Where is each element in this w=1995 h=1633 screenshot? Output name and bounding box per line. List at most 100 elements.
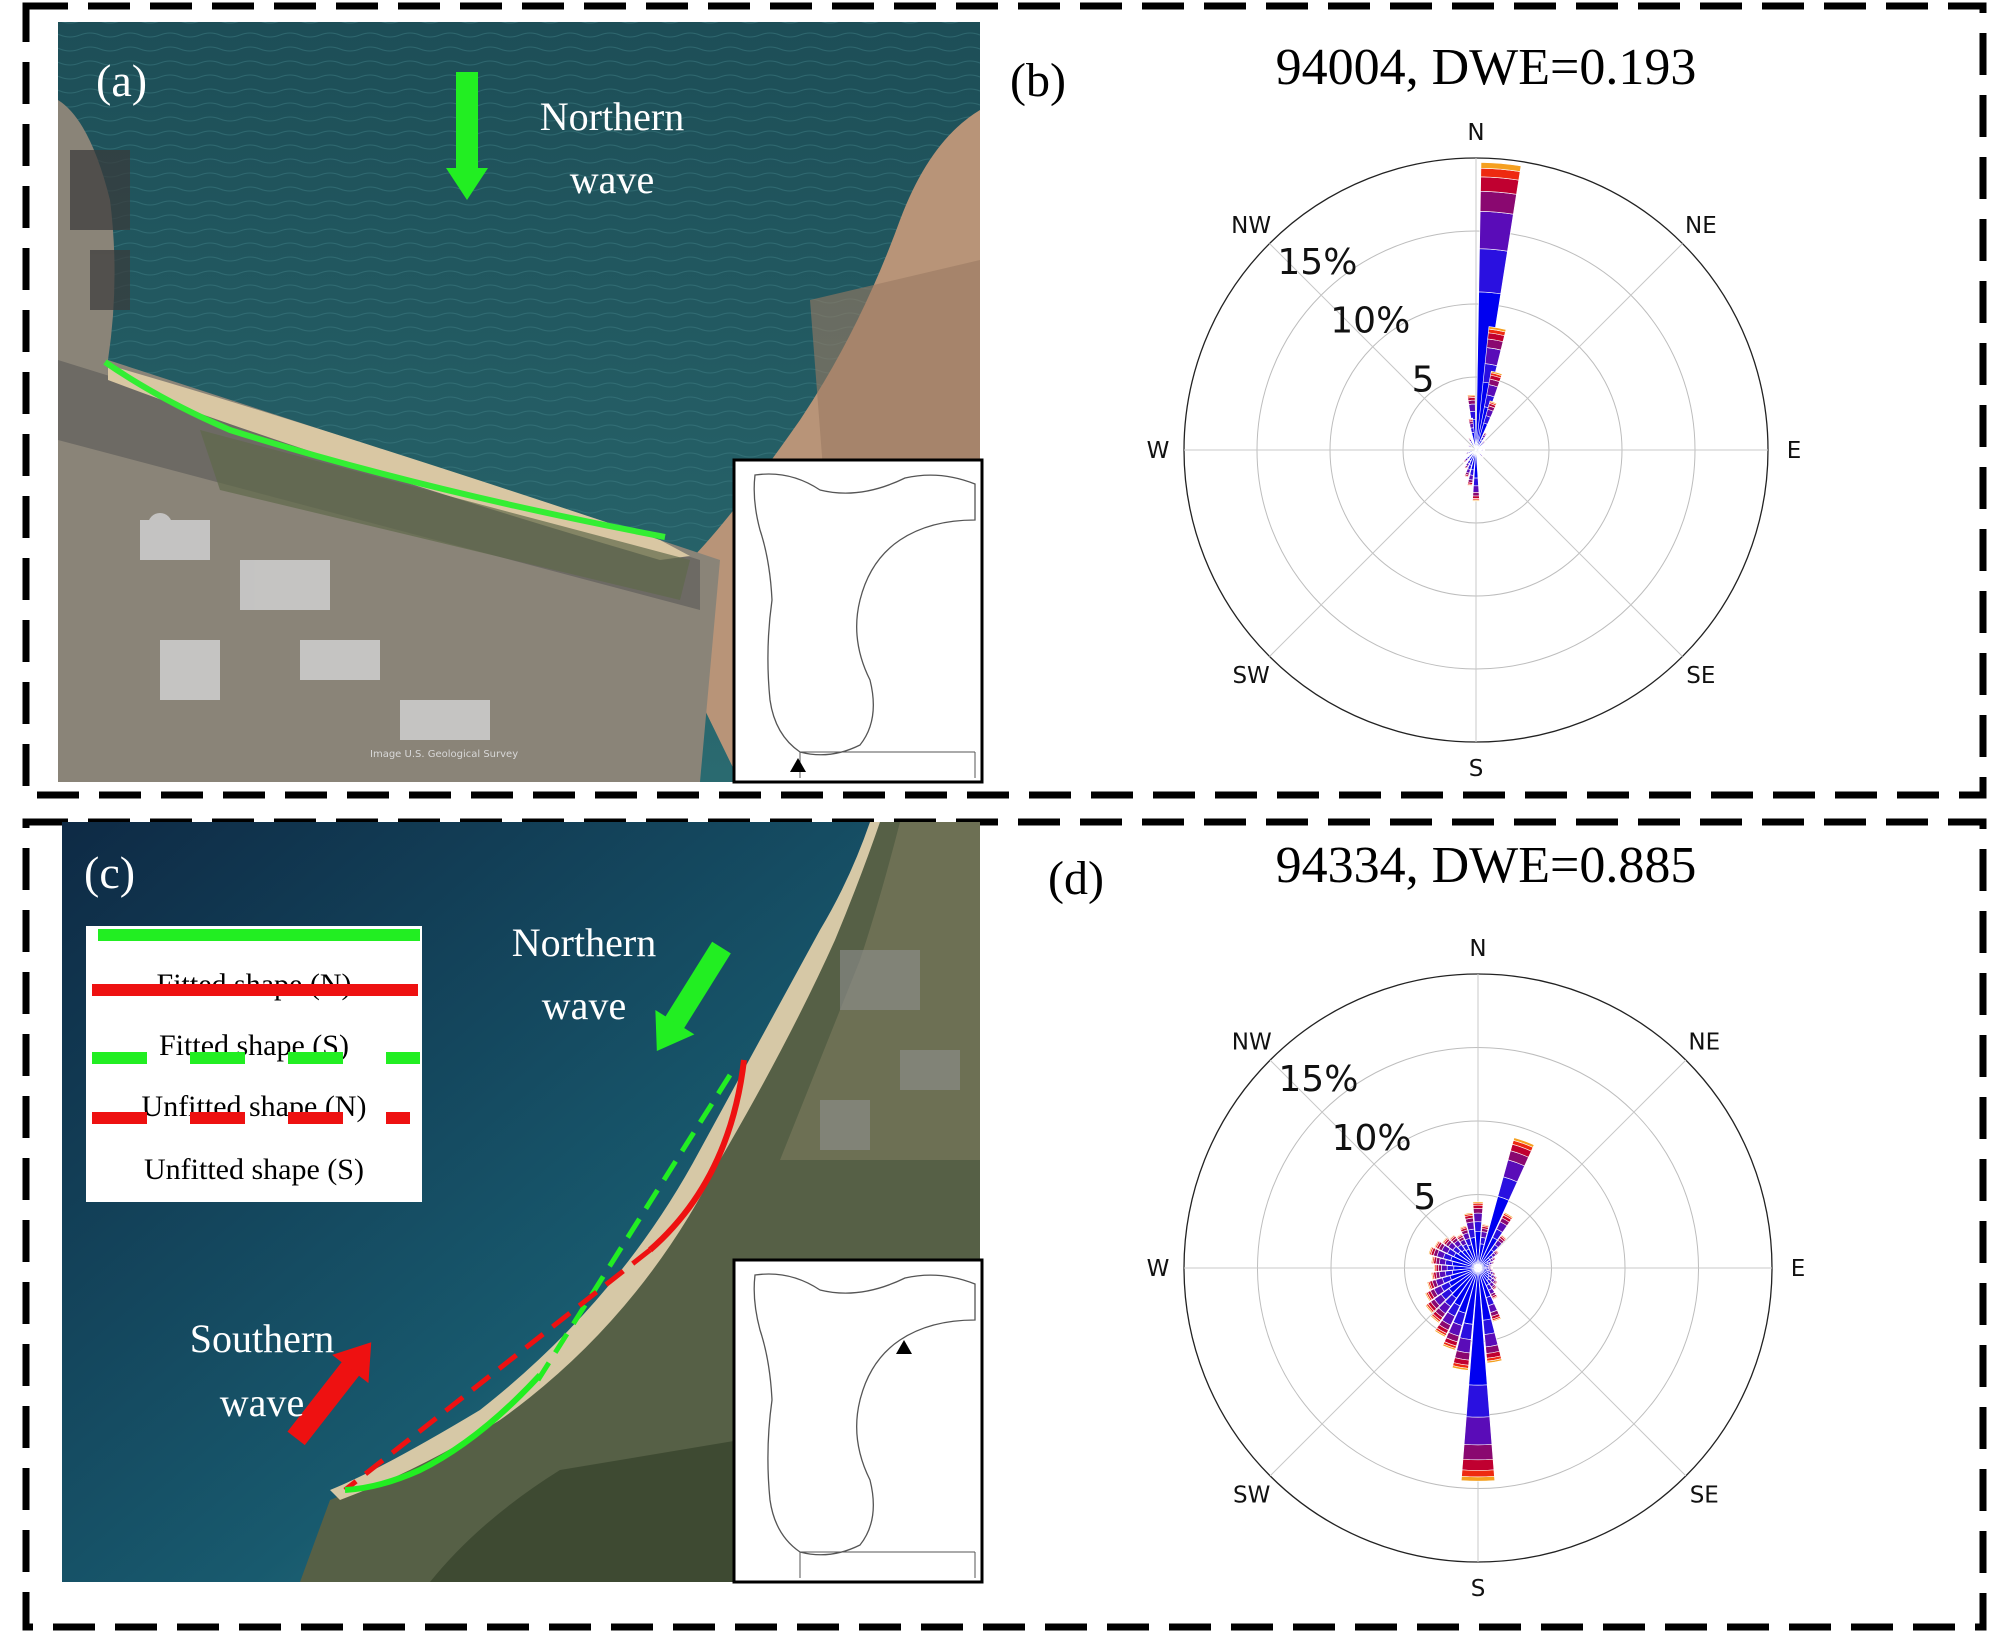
rose-bar-segment: [1455, 1233, 1463, 1238]
rose-bar: [1433, 1240, 1479, 1269]
fitted-shape-n-line: [344, 1372, 543, 1493]
rose-bar-segment: [1464, 452, 1466, 456]
rose-bar-segment: [1462, 1444, 1494, 1461]
rose-bar: [1477, 1211, 1514, 1269]
rose-bar-segment: [1473, 477, 1479, 487]
rose-bar: [1441, 1236, 1479, 1269]
rose-bar: [1467, 436, 1477, 451]
rose-radial-tick: 15%: [1278, 1059, 1358, 1100]
rose-bar-segment: [1433, 1264, 1436, 1272]
rose-spoke: [1475, 243, 1683, 451]
rose-bar-segment: [1479, 211, 1514, 252]
rose-compass-label: SE: [1690, 1482, 1719, 1508]
image-credit: Image U.S. Geological Survey: [370, 749, 518, 760]
rose-spoke: [1269, 243, 1477, 451]
panel-label-d: (d): [1048, 852, 1104, 905]
rose-bar-segment: [1472, 1204, 1484, 1209]
rose-bar-segment: [1428, 1246, 1433, 1255]
rose-bar-segment: [1424, 1304, 1434, 1314]
southern-wave-arrow-c: [287, 1342, 372, 1446]
rose-bar-segment: [1461, 1458, 1495, 1471]
panel-label-a: (a): [96, 55, 147, 106]
rose-bar: [1424, 1267, 1479, 1314]
rose-bar: [1442, 1267, 1479, 1351]
rose-bar: [1433, 1264, 1479, 1272]
rose-bar-segment: [1424, 1292, 1431, 1302]
rose-bar: [1426, 1267, 1479, 1291]
rose-bar: [1477, 1267, 1499, 1301]
rose-spoke: [1475, 449, 1683, 657]
rose-bar-segment: [1451, 1365, 1469, 1371]
unfitted-shape-s-line: [343, 1248, 652, 1492]
rose-bar: [1475, 431, 1488, 451]
rose-bar-segment: [1496, 1249, 1500, 1254]
rose-compass-label: S: [1471, 1576, 1486, 1602]
rose-bar-segment: [1478, 248, 1508, 295]
rose-bar-segment: [1482, 456, 1485, 459]
rose-bar: [1430, 1267, 1479, 1281]
rose-bar-segment: [1465, 1384, 1491, 1418]
rose-bar-segment: [1484, 347, 1502, 367]
rose-bar: [1475, 439, 1487, 451]
rose-compass-label: E: [1787, 438, 1802, 464]
rose-compass-label: N: [1469, 936, 1486, 962]
rose-bar-segment: [1495, 1276, 1499, 1281]
rose-bar-segment: [1479, 190, 1517, 215]
rose-bar-segment: [1503, 1211, 1514, 1219]
rose-bar: [1477, 1260, 1496, 1269]
rose-bar-segment: [1472, 491, 1480, 497]
rose-bar-segment: [1470, 427, 1475, 434]
rose-bar: [1475, 449, 1485, 459]
rose-bar-segment: [1475, 449, 1481, 455]
rose-compass-label: S: [1469, 756, 1484, 782]
rose-bar-segment: [1467, 436, 1471, 439]
panel-cd-border: [22, 818, 1987, 1631]
rose-bar-segment: [1474, 1221, 1482, 1233]
northern-wave-label-a: Northern: [540, 94, 684, 139]
legend: Fitted shape (N) Fitted shape (S) Unfitt…: [86, 926, 422, 1202]
rose-bar: [1424, 1267, 1479, 1302]
rose-compass-label: W: [1147, 1256, 1170, 1282]
rose-bar-segment: [1438, 1264, 1442, 1272]
southern-wave-label-c: Southern: [190, 1316, 334, 1361]
rose-spoke: [1477, 1059, 1687, 1269]
rose-bar: [1463, 449, 1477, 471]
rose-spoke: [1269, 1059, 1479, 1269]
southern-wave-label-c-line2: wave: [220, 1380, 304, 1425]
panel-label-c: (c): [84, 847, 135, 898]
rose-bar-segment: [1493, 1287, 1499, 1292]
rose-bar-segment: [1472, 495, 1480, 499]
rose-bar: [1477, 1137, 1535, 1269]
rose-bar-segment: [1466, 484, 1473, 487]
rose-bar: [1472, 1201, 1484, 1269]
rose-bar-segment: [1501, 1234, 1508, 1240]
rose-radial-tick: 10%: [1332, 1118, 1412, 1159]
rose-compass-label: NE: [1685, 213, 1717, 239]
unfitted-shape-n-line: [535, 1073, 733, 1382]
rose-bar: [1455, 1233, 1479, 1269]
rose-bar-segment: [1484, 431, 1488, 434]
rose-radial-tick: 5: [1412, 359, 1435, 400]
rose-bar-segment: [1462, 460, 1466, 464]
rose-compass-label: NW: [1232, 1030, 1272, 1056]
rose-bar: [1463, 1212, 1479, 1269]
rose-title-b: 94004, DWE=0.193: [1276, 39, 1697, 96]
fitted-shoreline-a: [103, 359, 666, 540]
rose-bar: [1466, 443, 1477, 451]
northern-wave-arrow-c: [655, 941, 731, 1052]
rose-bar: [1430, 1267, 1479, 1324]
rose-bar-segment: [1513, 1137, 1535, 1148]
wave-rose-d: 510% 15% N NE E SE S SW W NW: [1147, 936, 1806, 1602]
rose-title-d: 94334, DWE=0.885: [1276, 837, 1697, 894]
rose-bar-segment: [1467, 417, 1474, 420]
rose-bar-segment: [1468, 403, 1476, 412]
inset-map-c: [732, 1258, 984, 1584]
rose-bar-segment: [1463, 1212, 1474, 1216]
rose-bar: [1448, 1234, 1479, 1269]
rose-bar-segment: [1430, 1314, 1440, 1324]
rose-radial-tick: 5: [1413, 1177, 1436, 1218]
inset-map-a: [732, 458, 984, 784]
rose-compass-label: N: [1467, 120, 1484, 146]
northern-wave-label-c: Northern: [512, 920, 656, 965]
